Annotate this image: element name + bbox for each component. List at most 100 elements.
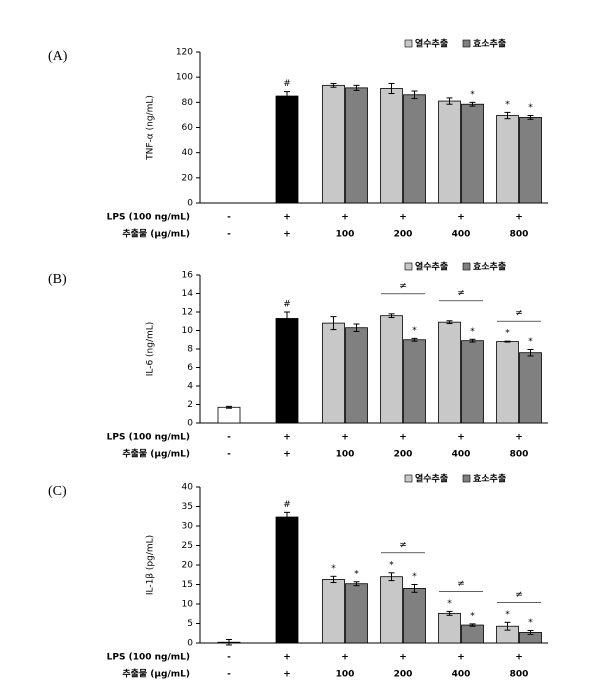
x-table-label: 추출물 (μg/mL): [122, 448, 190, 460]
x-table-cell: +: [457, 433, 465, 443]
significance-mark: *: [470, 327, 475, 337]
x-table-cell: +: [283, 230, 291, 240]
y-tick-label: 15: [182, 580, 193, 590]
bracket-label: ≠: [515, 309, 523, 319]
x-table-cell: +: [283, 213, 291, 223]
x-table-cell: -: [227, 230, 231, 240]
bar: [275, 516, 299, 644]
x-table-cell: +: [515, 433, 523, 443]
x-table-label: LPS (100 ng/mL): [107, 213, 190, 223]
x-table-cell: +: [341, 653, 349, 663]
bar: [496, 341, 519, 424]
x-table-cell: +: [515, 653, 523, 663]
x-table-cell: -: [227, 433, 231, 443]
significance-mark: #: [283, 500, 291, 510]
y-tick-label: 30: [182, 522, 194, 532]
bar: [496, 115, 519, 204]
bar: [461, 103, 484, 204]
bar: [403, 94, 426, 204]
x-table-cell: +: [399, 213, 407, 223]
x-table-cell: 200: [394, 450, 413, 460]
bar: [519, 352, 542, 424]
bar: [217, 406, 241, 424]
x-table-cell: 100: [336, 230, 355, 240]
legend-swatch: [462, 39, 471, 48]
x-table-cell: +: [515, 213, 523, 223]
y-tick-label: 40: [182, 483, 194, 493]
legend-swatch: [462, 262, 471, 271]
x-table-cell: 100: [336, 670, 355, 680]
y-tick-label: 4: [187, 382, 193, 392]
x-table-cell: -: [227, 653, 231, 663]
x-table-label: LPS (100 ng/mL): [107, 433, 190, 443]
y-tick-label: 35: [182, 502, 193, 512]
panel-label: (A): [48, 49, 68, 64]
bar: [380, 315, 403, 424]
significance-mark: *: [354, 569, 359, 579]
bar: [380, 88, 403, 204]
x-table-cell: +: [283, 653, 291, 663]
bracket-label: ≠: [399, 540, 407, 550]
panel-label: (C): [48, 484, 67, 499]
significance-mark: *: [470, 90, 475, 100]
legend-swatch: [404, 474, 413, 483]
x-table-cell: 800: [510, 230, 529, 240]
x-table-cell: 400: [452, 230, 471, 240]
bracket-label: ≠: [457, 288, 465, 298]
x-table-cell: 400: [452, 450, 471, 460]
bar: [345, 87, 368, 204]
bracket-label: ≠: [399, 281, 407, 291]
significance-mark: *: [331, 564, 336, 574]
x-table-cell: -: [227, 213, 231, 223]
y-tick-label: 6: [187, 363, 193, 373]
significance-mark: *: [412, 326, 417, 336]
bar: [438, 612, 461, 644]
x-table-cell: -: [227, 670, 231, 680]
x-table-cell: +: [399, 653, 407, 663]
significance-mark: *: [412, 572, 417, 582]
x-table-cell: -: [227, 450, 231, 460]
legend-label: 열수추출: [415, 38, 448, 50]
x-table-cell: +: [283, 670, 291, 680]
x-table-cell: 800: [510, 670, 529, 680]
significance-mark: *: [528, 337, 533, 347]
x-table-cell: +: [457, 653, 465, 663]
y-tick-label: 0: [187, 419, 193, 429]
x-table-cell: +: [283, 433, 291, 443]
y-axis-label: IL-1β (pg/mL): [146, 535, 156, 595]
y-tick-label: 5: [187, 619, 193, 629]
legend-swatch: [404, 262, 413, 271]
y-axis-label: TNF-α (ng/mL): [146, 95, 156, 161]
bar: [403, 588, 426, 644]
bracket-label: ≠: [457, 579, 465, 589]
x-table-label: LPS (100 ng/mL): [107, 653, 190, 663]
bar: [438, 321, 461, 424]
y-tick-label: 10: [182, 600, 194, 610]
bar: [345, 583, 368, 644]
y-tick-label: 25: [182, 541, 193, 551]
y-tick-label: 12: [182, 308, 193, 318]
bar: [322, 579, 345, 644]
x-table-cell: +: [457, 213, 465, 223]
significance-mark: *: [389, 560, 394, 570]
significance-mark: *: [528, 103, 533, 113]
y-tick-label: 14: [182, 289, 194, 299]
bar: [322, 322, 345, 424]
x-table-cell: +: [341, 213, 349, 223]
legend-swatch: [404, 39, 413, 48]
x-table-cell: +: [399, 433, 407, 443]
y-tick-label: 20: [182, 173, 194, 183]
bar: [461, 340, 484, 424]
bar: [438, 100, 461, 204]
x-table-cell: 200: [394, 670, 413, 680]
significance-mark: *: [470, 611, 475, 621]
bar: [275, 95, 299, 204]
y-tick-label: 40: [182, 148, 194, 158]
x-table-cell: 800: [510, 450, 529, 460]
y-tick-label: 16: [182, 271, 194, 281]
significance-mark: *: [505, 329, 510, 339]
y-tick-label: 0: [187, 199, 193, 209]
significance-mark: *: [505, 610, 510, 620]
x-table-label: 추출물 (μg/mL): [122, 668, 190, 680]
